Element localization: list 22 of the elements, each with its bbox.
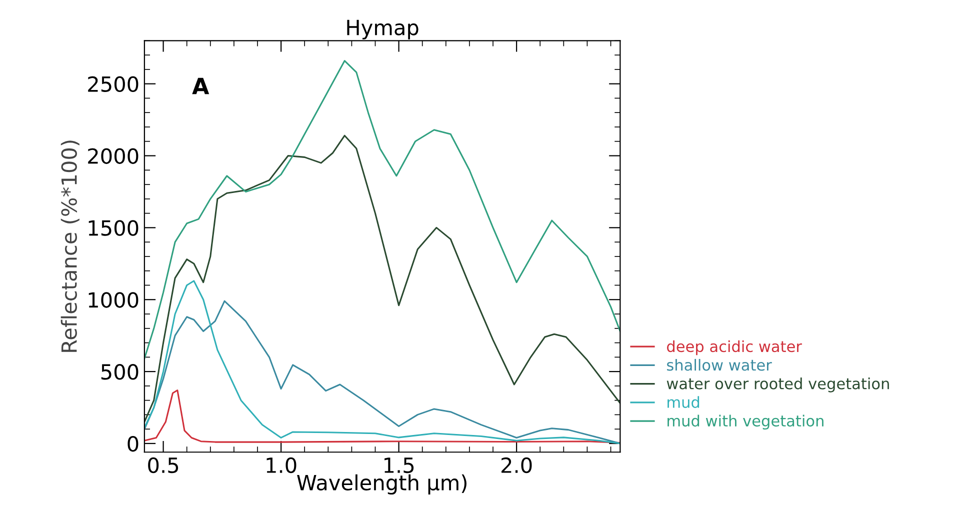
legend-label: shallow water bbox=[667, 358, 772, 371]
x-tick-label: 1.5 bbox=[384, 458, 414, 474]
x-tick-label: 1.0 bbox=[266, 457, 296, 474]
line-series bbox=[144, 60, 620, 360]
legend-label: deep acidic water bbox=[667, 340, 802, 356]
chart-title: Hymap bbox=[347, 20, 418, 40]
line-series bbox=[144, 134, 620, 423]
line-series bbox=[144, 389, 620, 444]
y-tick-label: 500 bbox=[101, 364, 138, 380]
y-tick-label: 1000 bbox=[88, 292, 138, 308]
y-tick-label: 1500 bbox=[88, 220, 138, 236]
legend-label: mud with vegetation bbox=[668, 414, 824, 430]
legend-label: water over rooted vegetation bbox=[666, 378, 889, 392]
x-axis-title: Wavelength µm) bbox=[297, 474, 466, 495]
annotation: A bbox=[192, 78, 210, 94]
y-tick-label: 2500 bbox=[88, 76, 138, 92]
y-tick-label: 2000 bbox=[88, 148, 138, 164]
x-tick-label: 0.5 bbox=[148, 457, 178, 474]
y-axis-title: Reflectance (%*100) bbox=[60, 140, 80, 352]
y-tick-label: 0 bbox=[128, 436, 138, 452]
x-tick-label: 2.0 bbox=[502, 457, 532, 474]
legend-label: mud bbox=[668, 396, 700, 408]
